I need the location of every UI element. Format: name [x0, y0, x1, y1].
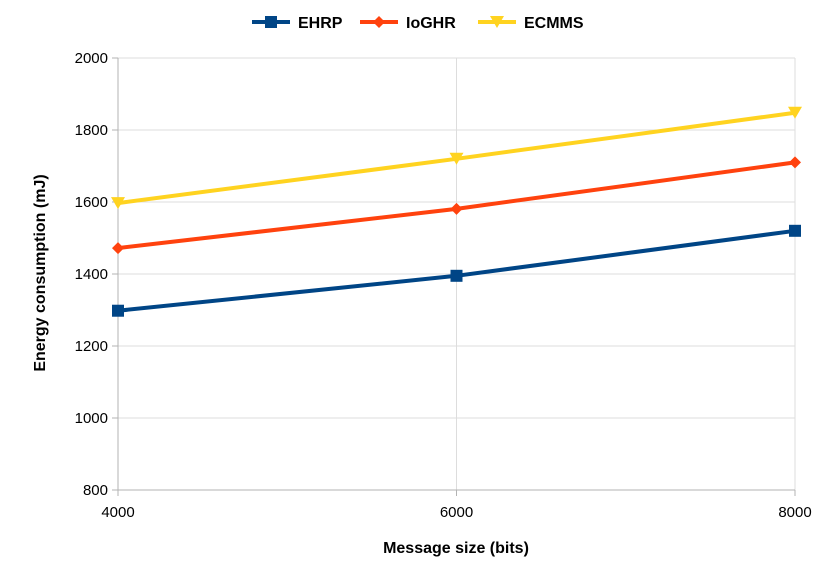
legend-marker	[373, 16, 385, 28]
legend-label: EHRP	[298, 15, 343, 32]
x-axis-title: Message size (bits)	[383, 540, 529, 557]
x-tick-label: 8000	[778, 504, 811, 521]
y-tick-label: 1600	[75, 194, 108, 211]
y-tick-label: 1800	[75, 122, 108, 139]
gridlines	[117, 57, 796, 491]
x-tick-label: 4000	[101, 504, 134, 521]
series-ioghr	[112, 156, 801, 255]
legend-item-ecmms: ECMMS	[478, 15, 584, 32]
data-point-marker	[450, 269, 463, 282]
series-lines	[111, 106, 802, 317]
y-axis-title: Energy consumption (mJ)	[32, 174, 49, 371]
data-point-marker	[112, 242, 124, 255]
x-tick-label: 6000	[440, 504, 473, 521]
axes: 800 1000 1200 1400 1600 1800 2000 4000 6000 8000	[75, 50, 812, 521]
y-tick-label: 2000	[75, 50, 108, 67]
legend-label: IoGHR	[406, 15, 456, 32]
legend-label: ECMMS	[524, 15, 584, 32]
data-point-marker	[789, 156, 801, 169]
data-point-marker	[449, 152, 464, 165]
series-ecmms	[111, 106, 802, 210]
legend-item-ioghr: IoGHR	[360, 15, 456, 32]
y-tick-label: 800	[83, 482, 108, 499]
y-tick-label: 1000	[75, 410, 108, 427]
data-point-marker	[112, 304, 124, 317]
data-point-marker	[789, 224, 801, 237]
legend-marker	[265, 16, 277, 28]
data-point-marker	[788, 106, 802, 119]
legend: EHRP IoGHR ECMMS	[252, 15, 584, 32]
legend-item-ehrp: EHRP	[252, 15, 343, 32]
legend-marker	[490, 16, 504, 28]
data-point-marker	[111, 197, 125, 210]
y-tick-label: 1200	[75, 338, 108, 355]
y-tick-label: 1400	[75, 266, 108, 283]
data-point-marker	[450, 202, 463, 215]
series-ehrp	[112, 224, 801, 317]
